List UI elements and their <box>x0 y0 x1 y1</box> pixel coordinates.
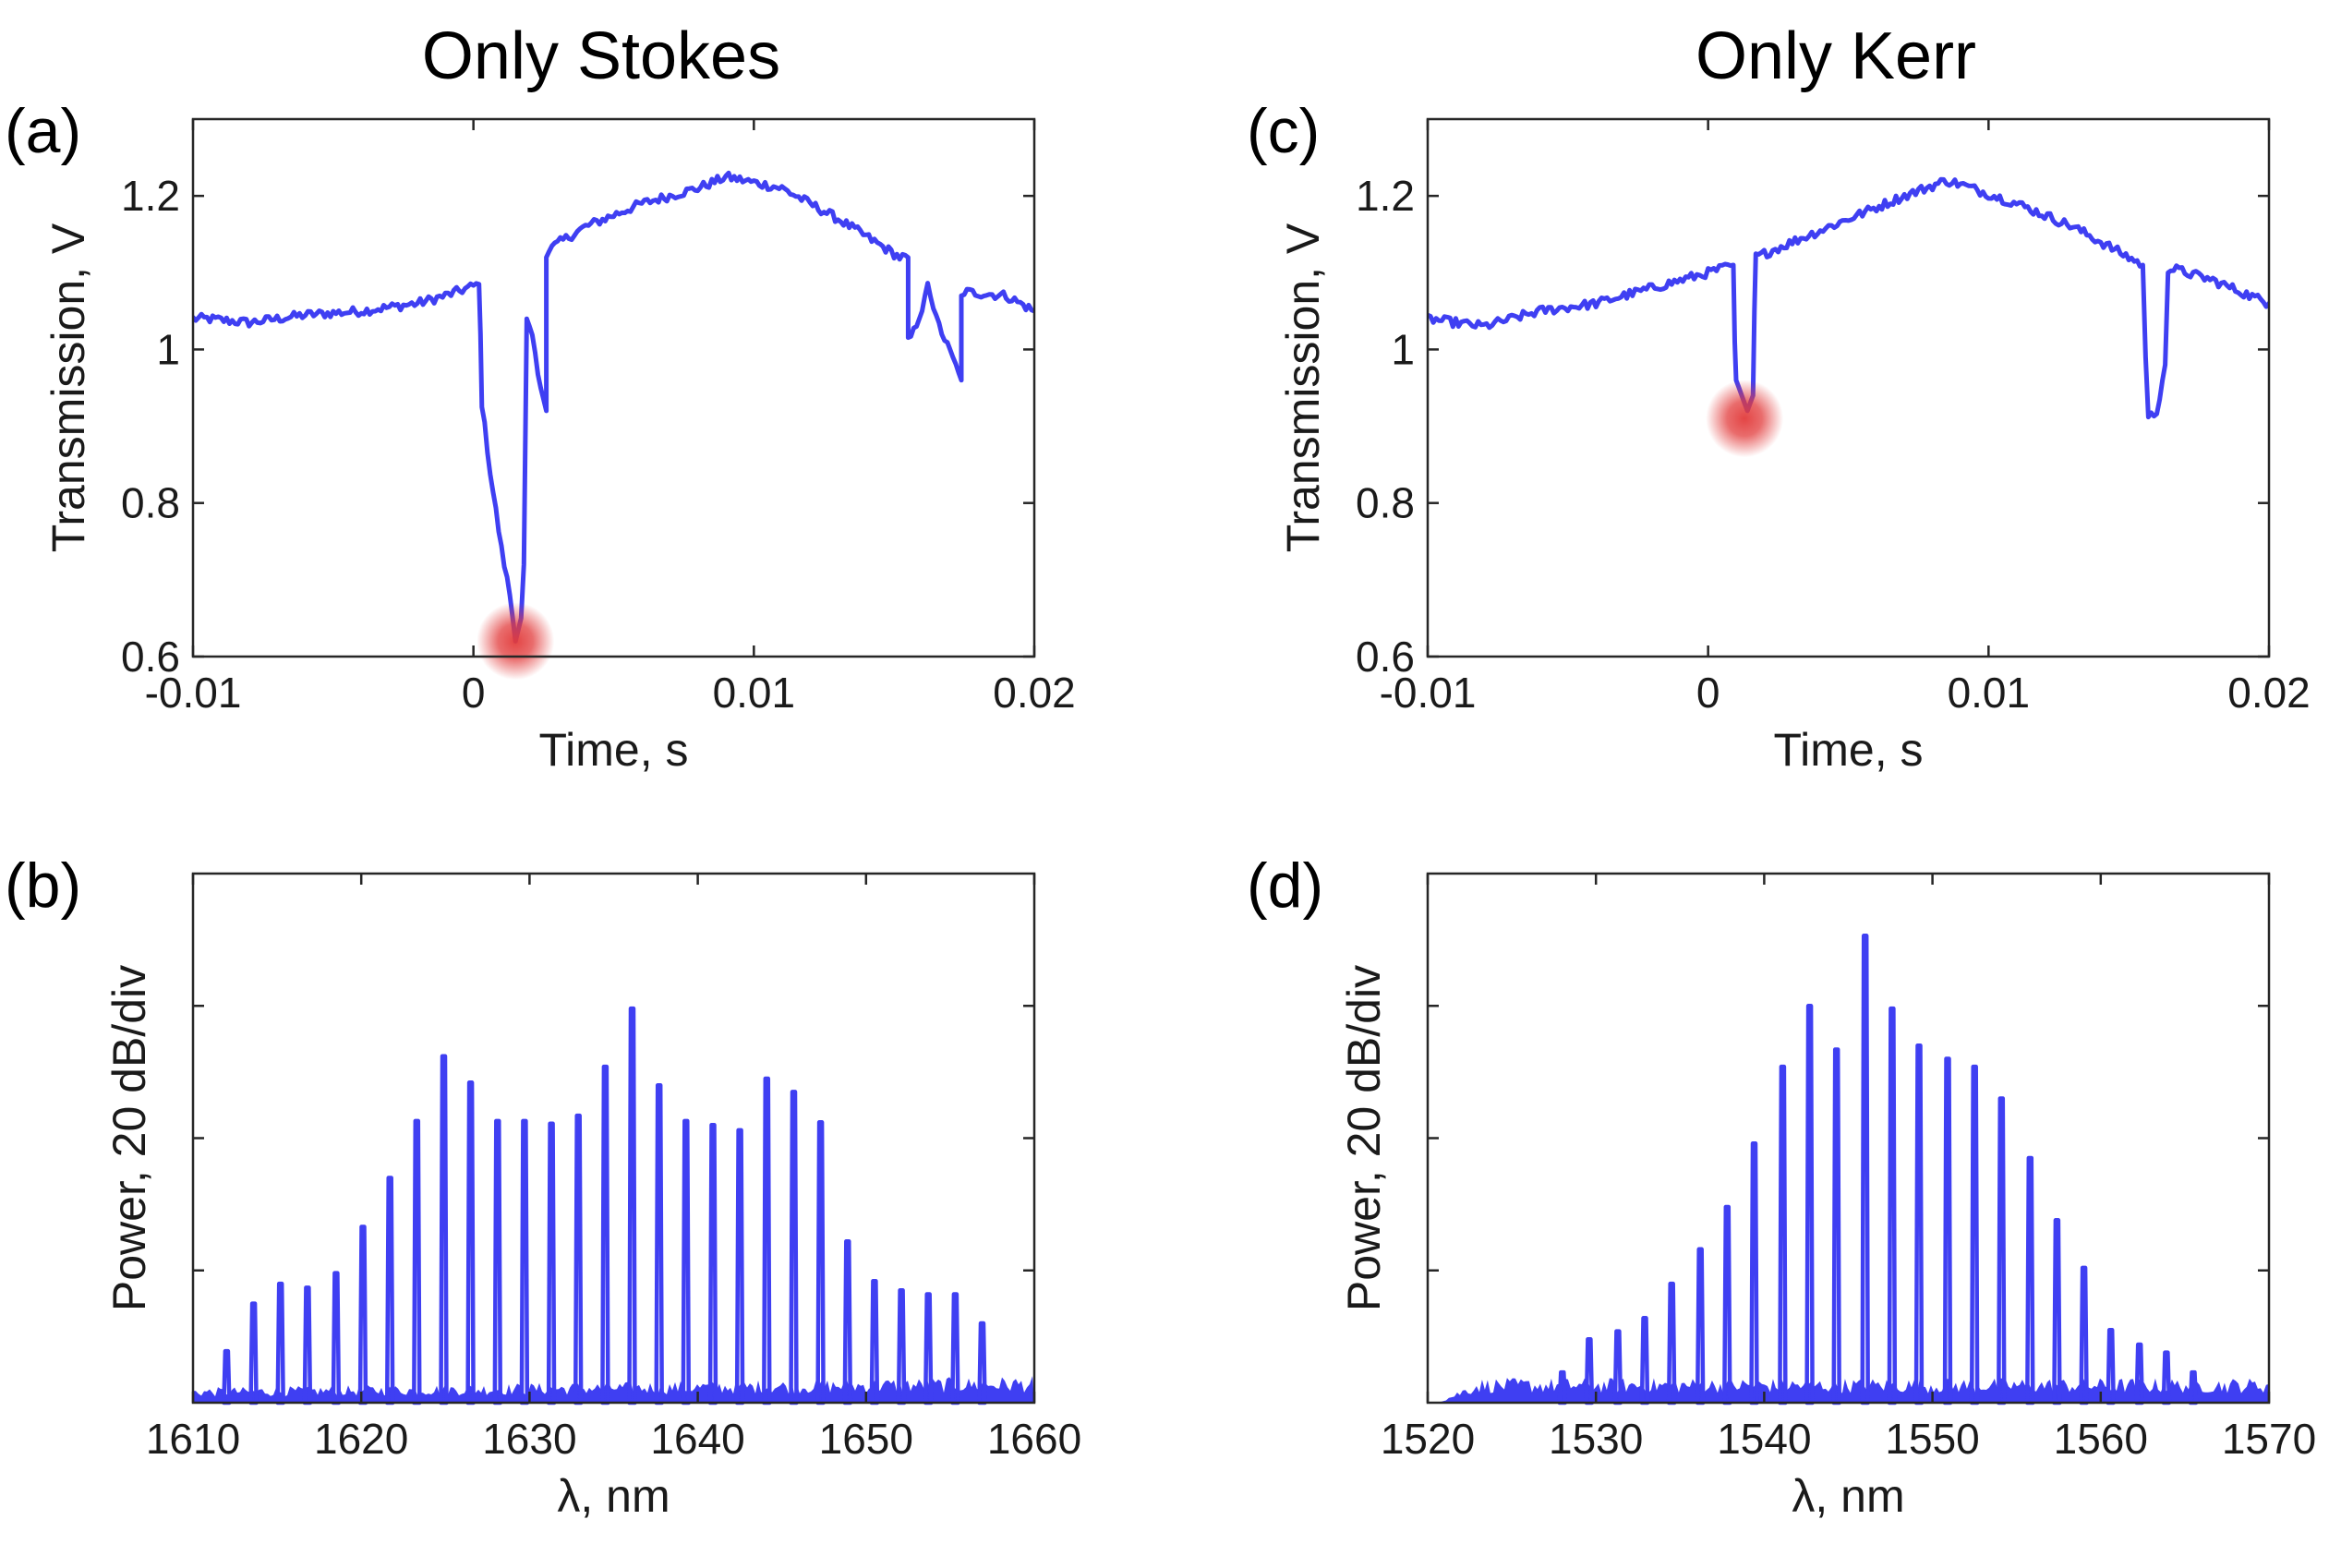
x-tick-label: 1540 <box>1717 1415 1811 1463</box>
comb-line <box>1749 1140 1759 1405</box>
comb-line <box>1860 934 1870 1405</box>
panel-c-transmission: (c) 0.6 0.8 1 1.2 -0.01 0 0.01 0.02 Time, s Transm… <box>1247 96 2311 776</box>
y-tick-label: 0.8 <box>121 479 180 527</box>
comb-line <box>1887 1006 1898 1405</box>
comb-line <box>412 1118 422 1405</box>
x-axis-label: Time, s <box>538 724 688 776</box>
x-tick-label: 0.02 <box>993 669 1076 717</box>
plot-frame <box>1426 117 2271 658</box>
x-tick-label: -0.01 <box>145 669 242 717</box>
x-tick-label: 0 <box>462 669 486 717</box>
y-axis-label: Transmission, V <box>42 223 94 552</box>
comb-line <box>546 1121 557 1405</box>
x-tick-label: 1610 <box>146 1415 240 1463</box>
comb-line <box>707 1122 718 1405</box>
x-axis-label: λ, nm <box>557 1470 670 1522</box>
comb-line <box>1804 1004 1815 1405</box>
panel-label: (a) <box>5 96 81 166</box>
comb-line <box>439 1054 449 1405</box>
x-axis-label: λ, nm <box>1792 1470 1904 1522</box>
title-right: Only Kerr <box>1695 19 1976 93</box>
comb-line <box>1778 1064 1788 1405</box>
x-tick-label: 0 <box>1696 669 1720 717</box>
comb-line <box>302 1285 313 1405</box>
x-tick-label: 1550 <box>1885 1415 1979 1463</box>
comb-line <box>1722 1204 1732 1405</box>
y-axis-label: Transmission, V <box>1277 223 1329 552</box>
plot-frame <box>1426 872 2271 1405</box>
comb-line <box>627 1006 637 1405</box>
noise-floor <box>193 1376 1034 1403</box>
comb-line <box>331 1271 342 1405</box>
panel-b-spectrum: (b) 1610 1620 1630 1640 1650 1660 λ, nm Power, 2… <box>5 850 1081 1522</box>
y-tick-label: 0.6 <box>121 633 180 681</box>
x-tick-label: 1560 <box>2054 1415 2148 1463</box>
comb-line <box>1942 1056 1953 1405</box>
x-axis-label: Time, s <box>1773 724 1923 776</box>
comb-line <box>734 1128 745 1405</box>
y-tick-label: 1 <box>156 325 180 373</box>
transmission-trace <box>1428 176 2269 420</box>
transmission-trace <box>193 170 1034 644</box>
x-tick-label: 1530 <box>1549 1415 1643 1463</box>
x-tick-label: 1630 <box>482 1415 576 1463</box>
comb-line <box>465 1080 476 1405</box>
y-tick-label: 0.6 <box>1356 633 1415 681</box>
comb-line <box>1612 1329 1623 1405</box>
comb-line <box>762 1076 772 1405</box>
comb-line <box>842 1238 853 1405</box>
x-tick-label: 1650 <box>819 1415 913 1463</box>
x-tick-label: 0.01 <box>1948 669 2031 717</box>
y-tick-label: 1.2 <box>1356 172 1415 220</box>
comb-line <box>248 1301 259 1405</box>
comb-line <box>1913 1043 1925 1405</box>
y-tick-label: 0.8 <box>1356 479 1415 527</box>
x-tick-label: 0.01 <box>713 669 796 717</box>
panel-label: (c) <box>1247 96 1320 166</box>
comb-line <box>573 1113 584 1405</box>
x-tick-label: 1570 <box>2222 1415 2316 1463</box>
comb-line <box>815 1120 826 1405</box>
comb-line <box>1997 1096 2007 1405</box>
x-tick-label: -0.01 <box>1380 669 1477 717</box>
y-tick-label: 1.2 <box>121 172 180 220</box>
y-tick-label: 1 <box>1391 325 1415 373</box>
y-axis-label: Power, 20 dB/div <box>1338 965 1390 1311</box>
comb-line <box>275 1281 285 1405</box>
panel-label: (d) <box>1247 850 1323 921</box>
comb-line <box>519 1118 530 1405</box>
panel-d-spectrum: (d) 1520 1530 1540 1550 1560 1570 λ, nm Power, 2… <box>1247 850 2316 1522</box>
comb-line <box>492 1118 503 1405</box>
panel-label: (b) <box>5 850 81 921</box>
comb-line <box>1695 1247 1706 1405</box>
comb-line <box>789 1090 799 1405</box>
panel-a-transmission: (a) 0.6 0.8 1 1.2 -0.01 0 0.01 0.02 Time, s Transm… <box>5 96 1076 776</box>
comb-line <box>681 1118 692 1405</box>
highlight-marker <box>477 602 555 681</box>
comb-line <box>600 1064 610 1405</box>
highlight-marker <box>1706 380 1784 458</box>
y-axis-label: Power, 20 dB/div <box>103 965 155 1311</box>
x-tick-label: 1620 <box>314 1415 408 1463</box>
x-tick-label: 1520 <box>1381 1415 1475 1463</box>
comb-line <box>2052 1218 2062 1405</box>
x-tick-label: 1660 <box>987 1415 1081 1463</box>
comb-line <box>384 1176 395 1405</box>
comb-line <box>654 1082 664 1405</box>
comb-line <box>1969 1064 1980 1405</box>
comb-line <box>950 1292 960 1405</box>
comb-line <box>2025 1155 2035 1405</box>
x-tick-label: 0.02 <box>2227 669 2311 717</box>
plot-frame <box>191 872 1036 1405</box>
title-left: Only Stokes <box>422 19 780 93</box>
plot-frame <box>191 117 1036 658</box>
comb-line <box>896 1287 907 1405</box>
x-tick-label: 1640 <box>650 1415 744 1463</box>
comb-line <box>357 1224 368 1405</box>
comb-line <box>1831 1047 1841 1405</box>
